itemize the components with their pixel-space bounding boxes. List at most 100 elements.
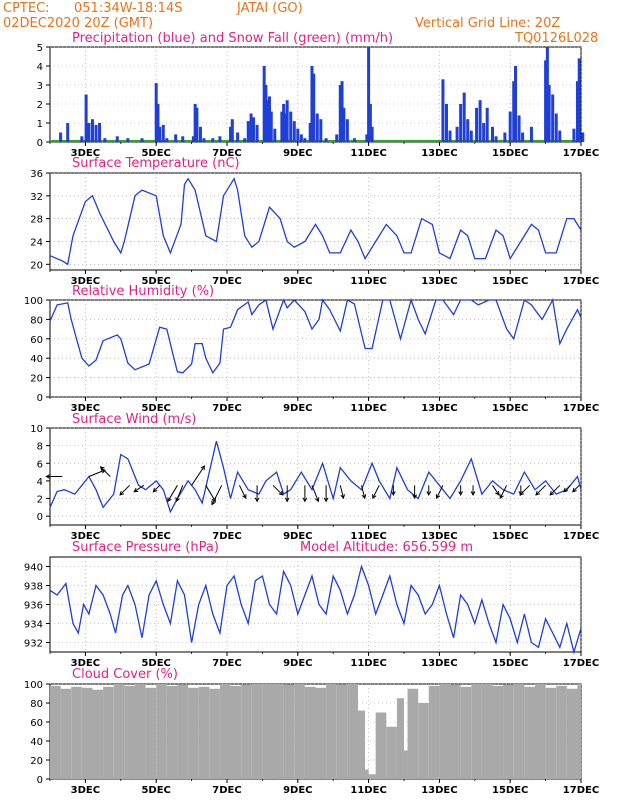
cloud-bar: [124, 685, 135, 779]
wind-arrow: [563, 484, 571, 493]
wind-arrow-head: [242, 494, 247, 500]
cloud-bar: [513, 684, 525, 779]
cloud-bar: [81, 687, 93, 779]
wind-arrow-shaft: [191, 465, 205, 486]
wind-arrow-shaft: [339, 485, 344, 499]
pressure-ytick-label: 940: [24, 563, 43, 574]
wind-arrow-shaft: [152, 484, 161, 493]
temperature-ytick-label: 36: [30, 169, 43, 180]
precip-xtick-label: 15DEC: [492, 148, 528, 159]
wind-arrow-head: [211, 500, 216, 506]
cloud-bar: [450, 684, 461, 779]
precip-bar: [174, 134, 178, 142]
precip-bar: [103, 138, 107, 142]
header-station: JATAI (GO): [236, 1, 303, 16]
precip-bar: [551, 94, 555, 142]
wind-arrow-head: [563, 487, 568, 493]
wind-arrow: [45, 474, 63, 479]
pressure-ytick-label: 938: [24, 582, 43, 593]
cloud-bar: [134, 684, 146, 779]
pressure-xtick-label: 9DEC: [283, 658, 312, 669]
header-coords: 051:34W-18:14S: [74, 1, 182, 16]
wind-arrow: [323, 485, 329, 503]
precip-bar: [544, 60, 548, 142]
pressure-xtick-label: 11DEC: [350, 658, 386, 669]
wind-arrow-head: [152, 487, 158, 493]
cloud-bar: [556, 685, 567, 779]
precip-bar: [324, 138, 328, 142]
precip-bar: [455, 126, 459, 142]
wind-ytick-label: 10: [30, 424, 43, 435]
cloud-bar: [357, 710, 366, 779]
wind-arrow-shaft: [133, 484, 145, 493]
cloud-bar: [294, 684, 305, 779]
wind-arrow-shaft: [535, 484, 546, 496]
wind-arrow-head: [549, 490, 555, 496]
precip-bar: [312, 73, 316, 142]
wind-xtick-label: 11DEC: [350, 531, 386, 542]
wind-arrow-shaft: [492, 485, 500, 496]
cloud-bar: [198, 686, 210, 779]
precip-bar: [558, 130, 562, 142]
wind-arrow: [167, 485, 178, 503]
precip-bar: [273, 128, 277, 142]
precip-bar: [462, 92, 466, 142]
cloud-title: Cloud Cover (%): [72, 667, 178, 682]
precip-bar: [319, 119, 323, 142]
temperature-panel: 3DEC 5DEC 7DEC 9DEC 11DEC 13DEC 15DEC 17DEC 20 24…: [30, 169, 599, 287]
wind-arrow-head: [458, 491, 463, 496]
cloud-bar: [545, 687, 557, 779]
wind-arrow-head: [284, 497, 290, 503]
precip-bar: [246, 121, 250, 142]
temperature-xtick-label: 17DEC: [563, 276, 599, 287]
wind-arrow-shaft: [499, 485, 508, 499]
wind-arrow-shaft: [372, 485, 380, 499]
humidity-xtick-label: 7DEC: [212, 403, 241, 414]
cloud-bar: [534, 684, 546, 779]
precip-bar: [218, 136, 222, 142]
cloud-xtick-label: 7DEC: [212, 785, 241, 796]
wind-arrow: [99, 466, 111, 477]
precip-bar: [308, 123, 312, 142]
precip-bar: [165, 138, 169, 142]
precip-bar: [264, 85, 268, 142]
cloud-bar: [404, 750, 408, 779]
precip-bar: [229, 126, 233, 142]
wind-arrow-head: [167, 497, 172, 503]
wind-arrow: [238, 485, 247, 500]
pressure-line: [49, 564, 582, 655]
wind-arrow-head: [119, 490, 125, 496]
precip-bar: [340, 81, 344, 142]
pressure-panel: 3DEC 5DEC 7DEC 9DEC 11DEC 13DEC 15DEC 17DEC 932 9…: [24, 556, 599, 669]
cloud-bar: [524, 686, 535, 779]
temperature-xtick-label: 15DEC: [492, 276, 528, 287]
humidity-ytick-label: 60: [30, 335, 43, 346]
precip-bar: [508, 111, 512, 142]
temperature-xtick-label: 5DEC: [141, 276, 170, 287]
cloud-xtick-label: 15DEC: [492, 785, 528, 796]
cloud-xtick-label: 9DEC: [283, 785, 312, 796]
cloud-xtick-label: 3DEC: [71, 785, 100, 796]
temperature-ytick-label: 28: [30, 215, 43, 226]
precip-ytick-label: 2: [37, 100, 43, 111]
humidity-line: [49, 297, 582, 375]
cloud-bar: [113, 684, 125, 779]
wind-arrow: [339, 485, 345, 500]
humidity-xtick-label: 13DEC: [421, 403, 457, 414]
temperature-xtick-label: 11DEC: [350, 276, 386, 287]
pressure-ytick-label: 932: [24, 639, 43, 650]
cloud-ytick-label: 40: [30, 737, 43, 748]
wind-xtick-label: 5DEC: [141, 531, 170, 542]
precip-bar: [252, 117, 256, 142]
precip-xtick-label: 11DEC: [350, 148, 386, 159]
wind-arrow: [88, 469, 106, 477]
precip-bar: [195, 107, 199, 142]
wind-arrow-head: [391, 491, 396, 496]
precip-bar: [140, 138, 144, 142]
precip-bar: [554, 113, 558, 142]
pressure-subtitle: Model Altitude: 656.599 m: [300, 540, 473, 555]
cloud-bar: [396, 698, 404, 779]
precip-bar: [545, 47, 549, 142]
wind-arrow: [458, 485, 463, 496]
precip-bar: [191, 136, 195, 142]
